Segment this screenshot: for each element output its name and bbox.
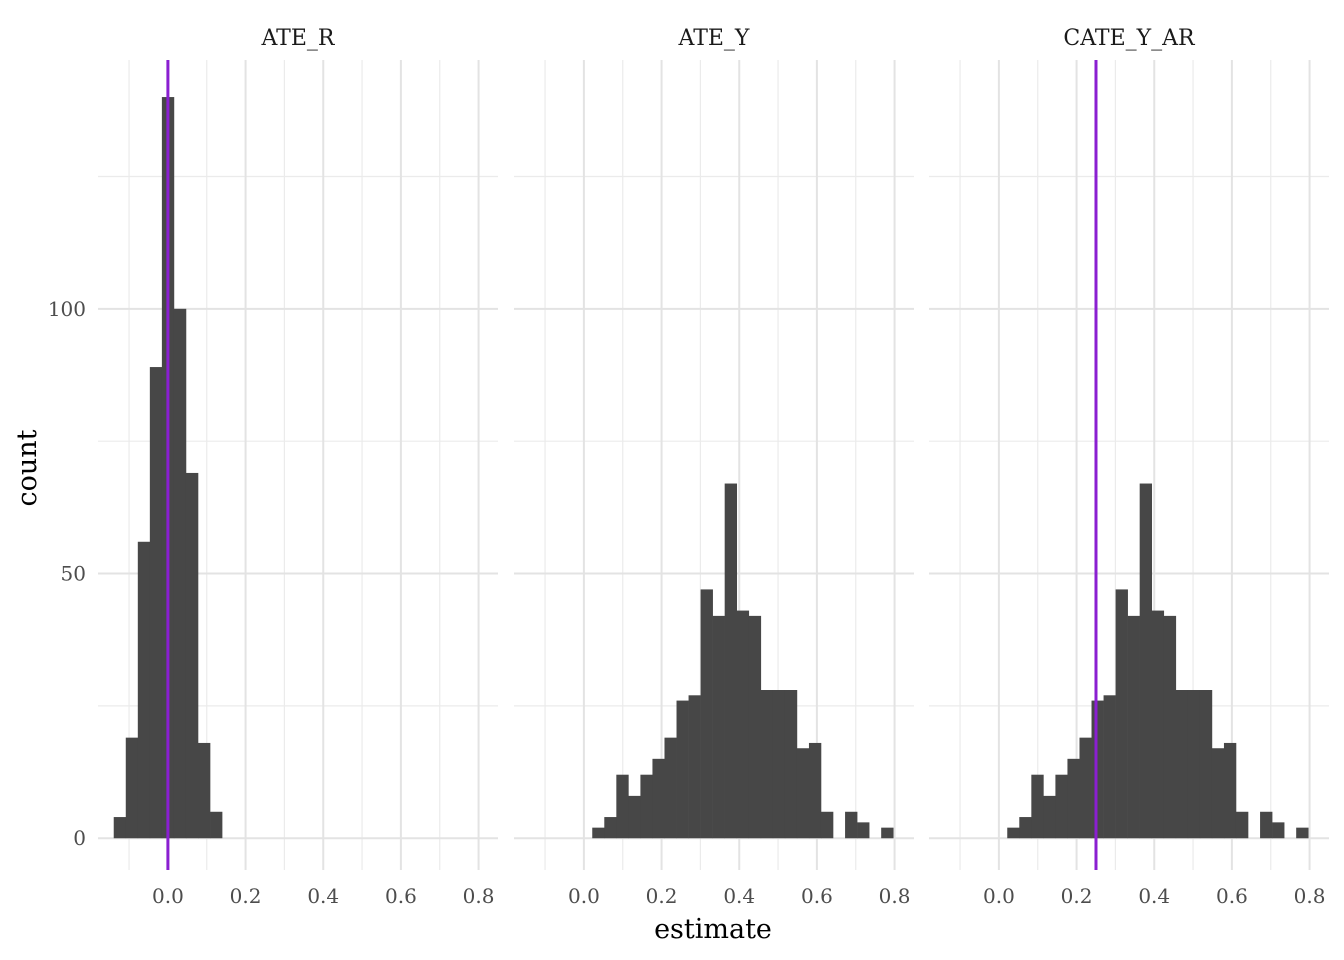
- x-tick-label: 0.2: [230, 884, 262, 908]
- histogram-bar: [700, 589, 713, 839]
- histogram-bar: [1007, 827, 1020, 839]
- histogram-bar: [210, 811, 223, 839]
- histogram-bar: [1043, 795, 1056, 839]
- x-tick-label: 0.8: [1294, 884, 1326, 908]
- histogram-bar: [1055, 774, 1068, 839]
- histogram-bar: [796, 748, 810, 839]
- histogram-bar: [1199, 690, 1213, 839]
- x-tick-label: 0.0: [152, 884, 184, 908]
- histogram-bar: [1103, 695, 1116, 839]
- histogram-bar: [676, 700, 689, 839]
- histogram-bar: [712, 615, 725, 839]
- histogram-bar: [1272, 822, 1285, 839]
- histogram-bar: [1115, 589, 1128, 839]
- histogram-bar: [1187, 690, 1201, 839]
- histogram-bar: [784, 690, 798, 839]
- x-tick-label: 0.4: [307, 884, 339, 908]
- histogram-bar: [113, 817, 127, 839]
- x-tick-label: 0.2: [1061, 884, 1093, 908]
- histogram-bar: [198, 742, 211, 839]
- histogram-bar: [1067, 758, 1080, 839]
- histogram-bar: [1235, 811, 1249, 839]
- histogram-bar: [736, 610, 750, 839]
- x-tick-label: 0.6: [801, 884, 833, 908]
- y-axis-title: count: [12, 429, 43, 506]
- histogram-bar: [1223, 742, 1237, 839]
- x-tick-label: 0.0: [568, 884, 600, 908]
- x-tick-label: 0.8: [879, 884, 911, 908]
- panel-ate-r: ATE_R 0.0 0.2 0.4 0.6 0.8: [98, 26, 498, 908]
- y-tick-label: 50: [61, 562, 86, 586]
- histogram-bar: [628, 795, 641, 839]
- histogram-bar: [592, 827, 605, 839]
- histogram-bar: [820, 811, 834, 839]
- histogram-bar: [1211, 748, 1225, 839]
- histogram-bar: [1031, 774, 1044, 839]
- histogram-bar: [604, 817, 617, 839]
- panel-strip-title: ATE_R: [261, 26, 336, 51]
- histogram-bar: [1296, 827, 1309, 839]
- histogram-bar: [1127, 615, 1140, 839]
- y-tick-label: 0: [73, 826, 86, 850]
- histogram-bar: [1175, 690, 1189, 839]
- histogram-bar: [748, 615, 762, 839]
- histogram-bar: [1151, 610, 1165, 839]
- histogram-bar: [1163, 615, 1177, 839]
- histogram-bar: [772, 690, 786, 839]
- x-tick-label: 0.4: [723, 884, 755, 908]
- histogram-bar: [845, 811, 858, 839]
- histogram-bar: [808, 742, 822, 839]
- histogram-bar: [724, 483, 738, 839]
- histogram-bar: [137, 541, 151, 839]
- panel-cate-y-ar: CATE_Y_AR 0.0 0.2 0.4 0.6 0.8: [929, 26, 1329, 908]
- histogram-bar: [664, 737, 677, 839]
- histogram-bar: [185, 472, 199, 839]
- histogram-bar: [857, 822, 870, 839]
- x-tick-label: 0.6: [1216, 884, 1248, 908]
- panel-strip-title: CATE_Y_AR: [1063, 26, 1196, 51]
- histogram-bar: [640, 774, 653, 839]
- histogram-bar: [616, 774, 629, 839]
- y-tick-label: 100: [48, 297, 86, 321]
- histogram-bar: [760, 690, 774, 839]
- histogram-bar: [1091, 700, 1104, 839]
- histogram-bar: [125, 737, 139, 839]
- x-tick-label: 0.4: [1138, 884, 1170, 908]
- x-axis-title: estimate: [654, 914, 772, 945]
- histogram-bar: [1079, 737, 1092, 839]
- x-tick-label: 0.6: [385, 884, 417, 908]
- histogram-bar: [688, 695, 701, 839]
- histogram-bar: [173, 308, 187, 839]
- histogram-bar: [1139, 483, 1153, 839]
- panel-ate-y: ATE_Y 0.0 0.2 0.4 0.6 0.8: [514, 26, 914, 908]
- panel-strip-title: ATE_Y: [678, 26, 750, 51]
- histogram-bar: [1019, 817, 1032, 839]
- histogram-bar: [652, 758, 665, 839]
- histogram-bar: [881, 827, 894, 839]
- histogram-bar: [149, 367, 163, 839]
- x-tick-label: 0.8: [463, 884, 495, 908]
- x-tick-label: 0.2: [646, 884, 678, 908]
- x-tick-label: 0.0: [983, 884, 1015, 908]
- histogram-bar: [1260, 811, 1273, 839]
